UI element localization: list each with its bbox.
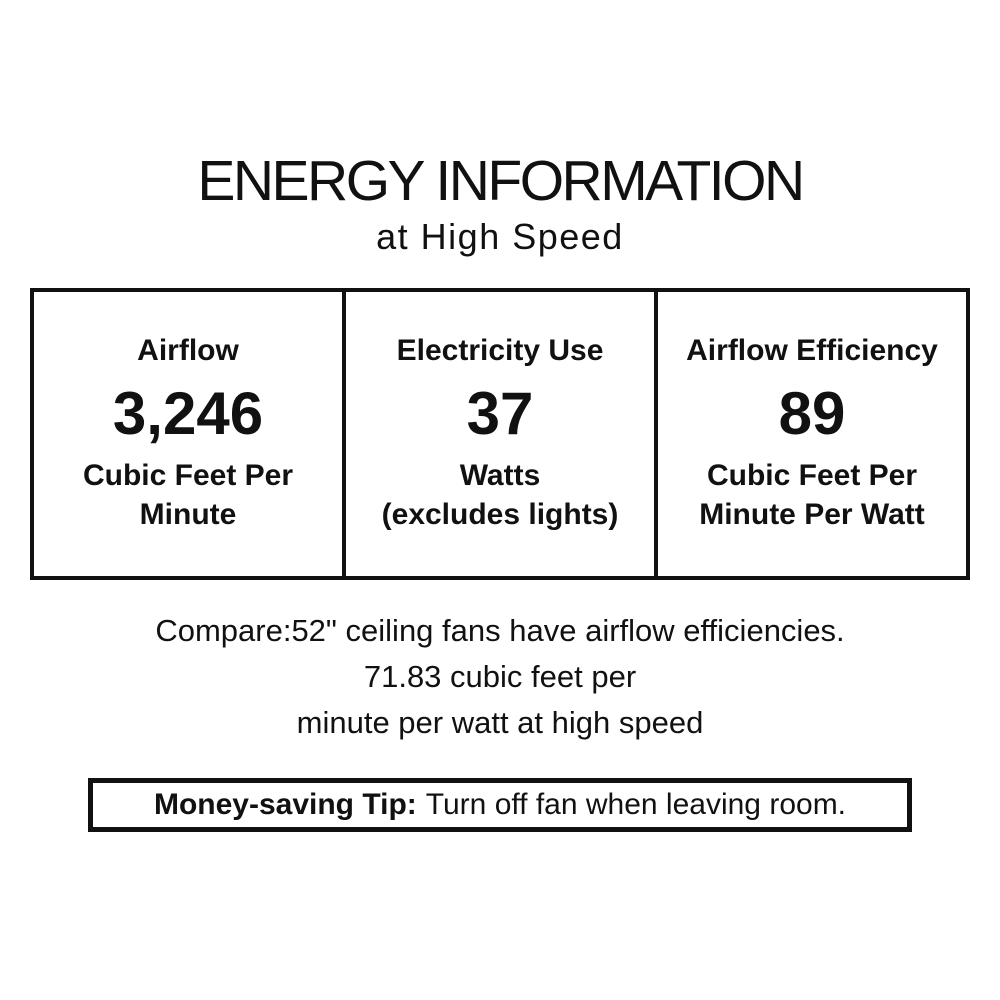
label-title: ENERGY INFORMATION [197, 149, 805, 213]
airflow-unit-line-1: Cubic Feet Per [82, 459, 294, 493]
electricity-use-header: Electricity Use [396, 333, 604, 367]
label-subtitle: at High Speed [376, 216, 624, 257]
electricity-use-unit-line-2: (excludes lights) [381, 498, 619, 532]
energy-table: Airflow 3,246 Cubic Feet Per Minute Elec… [30, 288, 970, 580]
electricity-use-unit-line-1: Watts [459, 459, 541, 493]
airflow-value: 3,246 [112, 380, 264, 448]
money-saving-tip-box: Money-saving Tip: Turn off fan when leav… [88, 778, 912, 832]
electricity-use-value: 37 [466, 380, 534, 448]
money-saving-tip-label: Money-saving Tip: [153, 788, 417, 821]
airflow-efficiency-header: Airflow Efficiency [686, 333, 938, 367]
compare-line-1: Compare:52" ceiling fans have airflow ef… [155, 613, 845, 648]
compare-line-2: 71.83 cubic feet per [363, 658, 637, 694]
compare-statement: Compare:52" ceiling fans have airflow ef… [0, 608, 1000, 746]
airflow-efficiency-unit-line-2: Minute Per Watt [699, 498, 925, 532]
compare-line-3: minute per watt at high speed [296, 704, 704, 740]
electricity-use-cell: Electricity Use 37 Watts (excludes light… [342, 292, 654, 576]
airflow-unit-line-2: Minute [139, 498, 237, 532]
airflow-efficiency-cell: Airflow Efficiency 89 Cubic Feet Per Min… [654, 292, 966, 576]
airflow-efficiency-unit-line-1: Cubic Feet Per [706, 459, 918, 493]
money-saving-tip-text: Turn off fan when leaving room. [425, 788, 847, 821]
airflow-cell: Airflow 3,246 Cubic Feet Per Minute [34, 292, 342, 576]
airflow-header: Airflow [137, 333, 239, 367]
airflow-efficiency-value: 89 [778, 380, 846, 448]
